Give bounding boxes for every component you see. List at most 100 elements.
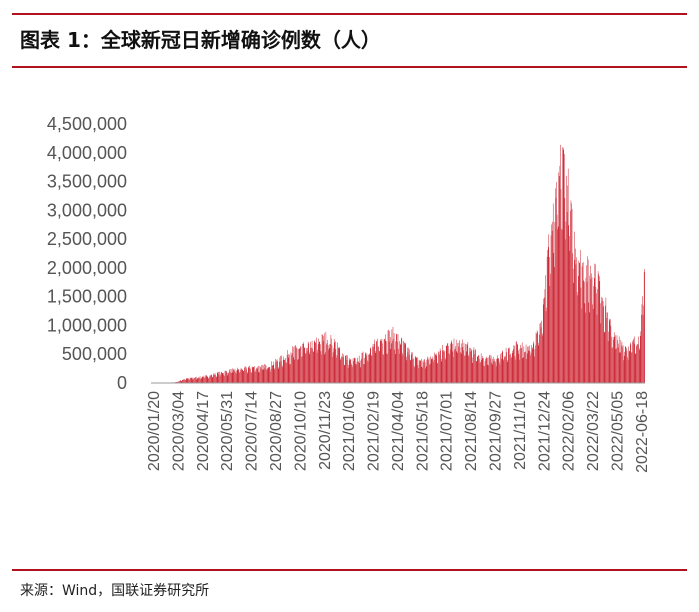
data-bar [547,247,549,383]
data-bar [554,222,556,383]
data-bar [557,229,558,383]
data-bar [636,344,638,383]
data-bar [276,359,278,383]
data-bar [596,314,598,383]
data-bar [361,358,362,383]
data-bar [324,354,326,383]
data-bar [326,344,327,383]
data-bar [422,367,423,383]
data-bar [560,189,562,383]
data-bar [208,378,209,383]
data-bar [248,366,250,383]
data-bar [391,343,392,383]
data-bar [212,377,214,383]
data-bar [349,358,350,383]
data-bar [606,312,608,383]
data-bar [240,367,242,383]
data-bar [371,355,372,383]
data-bar [359,362,360,383]
data-bar [600,303,601,383]
data-bar [513,349,514,383]
data-bar [375,350,377,383]
data-bar [243,370,245,383]
data-bar [179,380,181,383]
data-bar [426,366,427,383]
data-bar [626,350,628,383]
data-bar [354,358,355,383]
data-bar [447,343,449,383]
data-bar [279,357,281,383]
data-bar [497,358,499,383]
data-bar [500,354,501,383]
data-bar [322,334,323,383]
data-bar [410,359,411,383]
data-bar [426,359,428,383]
data-bar [223,374,225,383]
data-bar [193,379,194,383]
data-bar [245,366,246,383]
data-bar [456,351,457,383]
data-bar [360,360,362,383]
data-bar [473,349,474,383]
data-bar [488,365,489,383]
data-bar [336,357,337,383]
data-bar [308,343,309,383]
data-bar [270,371,271,383]
data-bar [554,266,555,383]
data-bar [573,282,574,383]
header-top-rule [12,13,687,15]
data-bar [290,352,292,383]
data-bar [465,344,467,383]
data-bar [333,338,335,383]
data-bar [422,360,424,383]
data-bar [598,274,599,383]
data-bar [246,367,247,383]
data-bar [488,357,490,383]
data-bar [176,381,177,383]
data-bar [282,359,284,383]
data-bar [576,257,577,383]
data-bar [408,355,410,383]
data-bar [590,279,592,383]
data-bar [229,369,231,383]
data-bar [535,332,537,383]
data-bar [208,378,210,383]
data-bar [285,358,286,383]
y-tick-label: 500,000 [62,344,127,364]
data-bar [332,352,334,383]
data-bar [462,347,464,383]
data-bar [625,346,626,383]
data-bar [356,361,358,383]
data-bar [334,342,336,383]
data-bar [292,347,294,383]
data-bar [185,379,186,383]
data-bar [475,349,476,383]
data-bar [481,359,482,383]
data-bar [238,369,240,383]
data-bar [610,325,612,383]
data-bar [351,363,352,383]
data-bar [444,357,446,383]
data-bar [194,377,195,383]
data-bar [521,342,523,383]
data-bar [315,342,316,383]
data-bar [540,322,541,383]
data-bar [379,351,380,383]
data-bar [460,352,461,383]
data-bar [607,312,608,383]
data-bar [615,335,616,383]
data-bar [266,369,267,383]
data-bar [434,354,436,383]
data-bar [393,333,395,383]
data-bar [587,256,588,383]
data-bar [316,352,318,383]
data-bar [437,363,439,383]
data-bar [561,228,562,383]
data-bar [562,147,564,383]
data-bar [316,337,317,383]
data-bar [202,376,203,383]
data-bar [620,352,621,383]
data-bar [491,364,493,383]
data-bar [591,273,592,383]
data-bar [241,369,243,383]
